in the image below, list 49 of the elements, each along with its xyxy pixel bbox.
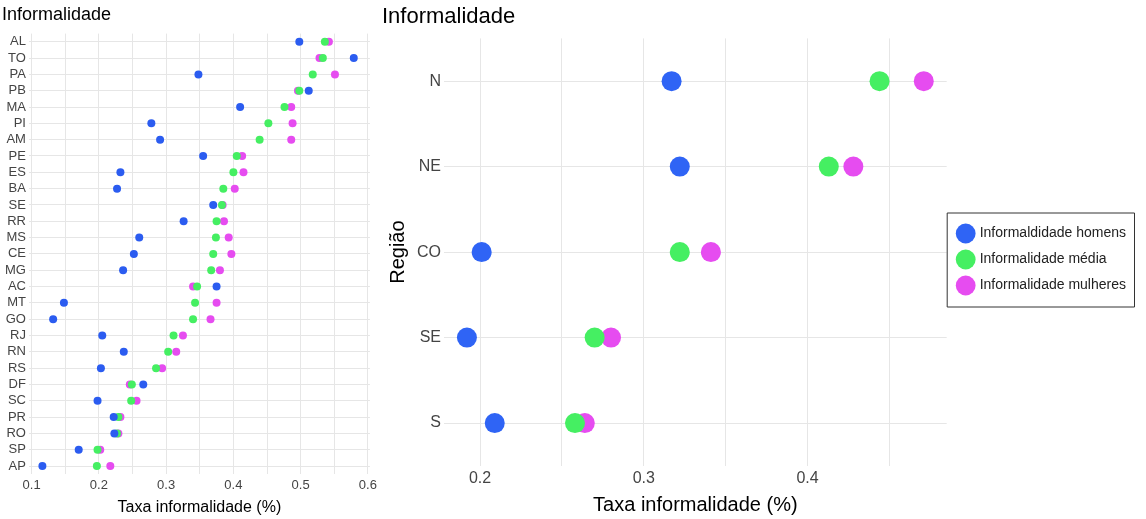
y-tick-label: PA <box>9 65 27 81</box>
y-tick-label: RR <box>7 212 26 228</box>
y-tick-label: SP <box>8 441 26 457</box>
y-tick-label: PR <box>7 408 26 424</box>
y-tick-label: RN <box>7 343 26 359</box>
y-tick-label: DF <box>8 376 26 392</box>
y-tick-label: BA <box>8 180 27 196</box>
x-tick-label: 0.4 <box>796 468 819 486</box>
legend-label: Informalidade média <box>979 250 1107 267</box>
y-tick-label: PI <box>13 114 26 130</box>
y-tick-label: MS <box>6 229 27 245</box>
x-axis-title: Taxa informalidade (%) <box>593 492 798 515</box>
chart-title: Informalidade <box>382 3 516 29</box>
y-tick-label: PB <box>8 82 26 98</box>
y-tick-label: NE <box>418 157 441 175</box>
y-tick-label: AP <box>8 457 26 473</box>
x-tick-label: 0.2 <box>468 468 492 486</box>
y-tick-label: MT <box>7 294 26 310</box>
x-tick-label: 0.5 <box>291 476 310 492</box>
y-tick-label: GO <box>5 310 26 326</box>
y-tick-label: MA <box>6 98 27 114</box>
y-tick-label: RJ <box>10 327 26 343</box>
y-tick-label: S <box>430 413 441 431</box>
y-tick-label: RS <box>7 359 27 375</box>
y-tick-label: PE <box>8 147 27 163</box>
y-tick-label: AM <box>6 131 26 147</box>
x-tick-label: 0.3 <box>157 476 176 492</box>
y-axis-title: Região <box>385 220 408 284</box>
y-tick-label: ES <box>8 163 27 179</box>
y-tick-label: SC <box>7 392 26 408</box>
x-tick-label: 0.1 <box>22 476 41 492</box>
y-tick-label: RO <box>6 424 26 440</box>
chart-title: Informalidade <box>2 3 112 24</box>
y-tick-label: AL <box>10 33 26 49</box>
legend-label: Informaldidade homens <box>979 224 1126 241</box>
y-tick-label: TO <box>8 49 26 65</box>
x-tick-label: 0.3 <box>632 468 655 486</box>
y-tick-label: AC <box>7 278 26 294</box>
y-tick-label: SE <box>419 327 441 345</box>
x-tick-label: 0.2 <box>89 476 108 492</box>
x-tick-label: 0.6 <box>358 476 377 492</box>
x-axis-title: Taxa informalidade (%) <box>117 497 282 515</box>
y-tick-label: SE <box>8 196 27 212</box>
y-tick-label: CE <box>7 245 27 261</box>
y-tick-label: N <box>429 71 441 89</box>
legend-label: Informalidade mulheres <box>979 276 1126 293</box>
x-tick-label: 0.4 <box>224 476 243 492</box>
y-tick-label: MG <box>4 261 26 277</box>
y-tick-label: CO <box>417 242 441 260</box>
